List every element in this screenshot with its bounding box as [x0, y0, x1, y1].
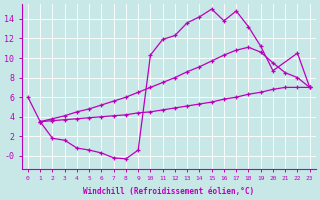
X-axis label: Windchill (Refroidissement éolien,°C): Windchill (Refroidissement éolien,°C): [83, 187, 254, 196]
